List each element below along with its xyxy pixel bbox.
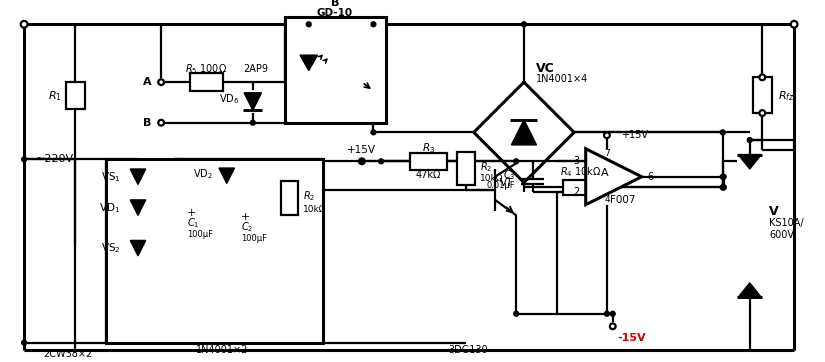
Circle shape: [21, 21, 27, 28]
Text: +15V: +15V: [621, 130, 648, 140]
Circle shape: [759, 75, 765, 80]
Text: 1N4001×4: 1N4001×4: [535, 74, 587, 84]
Polygon shape: [130, 169, 146, 185]
Text: VD$_1$: VD$_1$: [100, 201, 120, 215]
Circle shape: [21, 157, 26, 162]
Bar: [190, 73, 223, 91]
Text: KS10A/: KS10A/: [769, 218, 804, 228]
Text: B: B: [143, 118, 152, 128]
Circle shape: [721, 185, 726, 190]
Text: $R_5$ 100Ω: $R_5$ 100Ω: [186, 62, 228, 76]
Text: VS$_1$: VS$_1$: [101, 170, 120, 184]
Text: -15V: -15V: [618, 333, 646, 343]
Circle shape: [747, 138, 752, 143]
Text: VS$_2$: VS$_2$: [101, 241, 120, 255]
Circle shape: [306, 22, 311, 27]
Polygon shape: [738, 283, 761, 297]
Text: 4: 4: [604, 195, 610, 205]
Text: 0.01μF: 0.01μF: [487, 181, 516, 190]
Text: $C_1$: $C_1$: [187, 216, 200, 230]
Text: 1N4001×2: 1N4001×2: [196, 345, 248, 355]
Polygon shape: [586, 149, 642, 205]
Circle shape: [514, 311, 519, 316]
Text: VT: VT: [500, 177, 513, 188]
Circle shape: [720, 174, 725, 179]
Text: $R_2$: $R_2$: [479, 160, 492, 174]
Text: $C_2$: $C_2$: [241, 220, 253, 234]
Text: +: +: [187, 209, 196, 218]
Circle shape: [610, 311, 615, 316]
Text: 100μF: 100μF: [187, 230, 213, 239]
Circle shape: [514, 159, 519, 164]
Circle shape: [158, 79, 164, 85]
Text: 100μF: 100μF: [241, 234, 267, 243]
Bar: [410, 153, 447, 170]
Circle shape: [359, 159, 365, 164]
Circle shape: [610, 323, 615, 329]
Bar: [285, 17, 386, 123]
Text: $R_4$ 10kΩ: $R_4$ 10kΩ: [560, 165, 601, 179]
Circle shape: [720, 185, 725, 190]
Circle shape: [604, 132, 610, 138]
Text: 2: 2: [573, 187, 580, 197]
Circle shape: [605, 311, 610, 316]
Circle shape: [790, 21, 798, 28]
Text: 2CW38×2: 2CW38×2: [44, 349, 92, 359]
Text: +: +: [241, 212, 251, 222]
Text: VD$_6$: VD$_6$: [219, 93, 239, 106]
Polygon shape: [512, 120, 536, 145]
Polygon shape: [130, 240, 146, 256]
Bar: [457, 152, 474, 185]
Text: F007: F007: [610, 195, 635, 205]
Circle shape: [360, 159, 365, 164]
Circle shape: [720, 130, 725, 135]
Polygon shape: [219, 168, 234, 184]
Polygon shape: [130, 200, 146, 215]
Circle shape: [21, 340, 26, 345]
Circle shape: [360, 159, 365, 164]
Text: 3: 3: [574, 156, 580, 166]
Text: $R_1$: $R_1$: [48, 89, 62, 102]
Text: VD$_2$: VD$_2$: [193, 167, 213, 181]
Text: 47kΩ: 47kΩ: [416, 170, 441, 180]
Text: 2AP9: 2AP9: [243, 64, 268, 73]
Circle shape: [721, 174, 726, 179]
Text: $R_{fz}$: $R_{fz}$: [778, 89, 794, 102]
Bar: [752, 77, 772, 113]
Circle shape: [158, 120, 164, 126]
Text: V: V: [769, 205, 779, 218]
Circle shape: [759, 110, 765, 116]
Circle shape: [379, 159, 384, 164]
Circle shape: [720, 185, 725, 190]
Text: 10kΩ: 10kΩ: [479, 174, 503, 183]
Bar: [106, 159, 323, 343]
Text: A: A: [601, 168, 609, 178]
Text: A: A: [143, 77, 152, 87]
Text: $R_3$: $R_3$: [422, 141, 435, 155]
Text: 10kΩ: 10kΩ: [303, 205, 327, 214]
Polygon shape: [738, 155, 761, 169]
Text: 7: 7: [604, 149, 610, 158]
Bar: [563, 180, 599, 195]
Polygon shape: [244, 93, 262, 110]
Circle shape: [371, 22, 376, 27]
Text: 6: 6: [648, 172, 653, 182]
Text: +15V: +15V: [347, 145, 376, 155]
Circle shape: [251, 120, 255, 125]
Text: 600V: 600V: [769, 230, 794, 240]
Text: B: B: [331, 0, 339, 8]
Text: $C_3$: $C_3$: [502, 168, 516, 182]
Circle shape: [521, 22, 526, 27]
Text: ~220V: ~220V: [35, 154, 73, 164]
Circle shape: [371, 130, 376, 135]
Polygon shape: [300, 55, 318, 71]
Bar: [280, 181, 298, 215]
Bar: [66, 82, 85, 109]
Text: $R_2$: $R_2$: [303, 189, 315, 203]
Text: VC: VC: [535, 62, 554, 75]
Text: 3DG130: 3DG130: [448, 345, 488, 355]
Circle shape: [721, 185, 726, 190]
Text: GD-10: GD-10: [317, 8, 353, 18]
